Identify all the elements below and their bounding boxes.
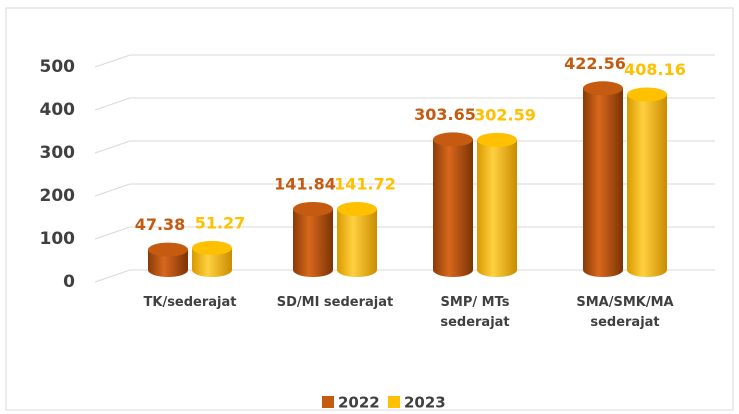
bar-top bbox=[627, 87, 667, 102]
bar bbox=[293, 209, 333, 277]
value-label: 303.65 bbox=[414, 105, 476, 124]
bar-top bbox=[433, 132, 473, 147]
y-tick-label: 0 bbox=[63, 272, 75, 292]
bar-top bbox=[293, 202, 333, 217]
grid-line bbox=[94, 183, 715, 197]
bar bbox=[477, 139, 517, 277]
bar bbox=[627, 94, 667, 277]
grid-line bbox=[94, 226, 715, 240]
y-tick-label: 200 bbox=[40, 186, 76, 206]
value-label: 141.84 bbox=[274, 175, 336, 194]
y-tick-label: 100 bbox=[40, 229, 76, 249]
bar bbox=[192, 247, 232, 277]
bar-top bbox=[583, 81, 623, 96]
value-label: 141.72 bbox=[334, 175, 396, 194]
grid-line bbox=[94, 54, 715, 68]
value-label: 422.56 bbox=[564, 54, 626, 73]
value-label: 51.27 bbox=[195, 213, 246, 232]
value-label: 408.16 bbox=[624, 60, 686, 79]
x-tick-label: TK/sederajat bbox=[143, 295, 237, 310]
bar bbox=[148, 249, 188, 277]
bar-top bbox=[337, 202, 377, 217]
grid-line bbox=[94, 269, 715, 283]
value-label: 302.59 bbox=[474, 105, 536, 124]
bar bbox=[337, 209, 377, 277]
legend-swatch bbox=[388, 396, 400, 408]
value-label: 47.38 bbox=[135, 215, 186, 234]
bar-top bbox=[148, 242, 188, 257]
x-tick-label: SD/MI sederajat bbox=[276, 295, 394, 310]
bar-top bbox=[477, 132, 517, 147]
chart-frame bbox=[5, 7, 734, 411]
bar bbox=[583, 88, 623, 278]
y-tick-label: 400 bbox=[40, 100, 76, 120]
legend-label: 2023 bbox=[404, 394, 446, 412]
grid-line bbox=[94, 97, 715, 111]
grid-line bbox=[94, 140, 715, 154]
x-tick-label: SMP/ MTs sederajat bbox=[440, 295, 510, 330]
legend-label: 2022 bbox=[338, 394, 380, 412]
x-tick-label: SMA/SMK/MA sederajat bbox=[576, 295, 674, 330]
bar-top bbox=[192, 240, 232, 255]
y-tick-label: 500 bbox=[40, 57, 76, 77]
y-tick-label: 300 bbox=[40, 143, 76, 163]
bar bbox=[433, 139, 473, 277]
legend-swatch bbox=[322, 396, 334, 408]
